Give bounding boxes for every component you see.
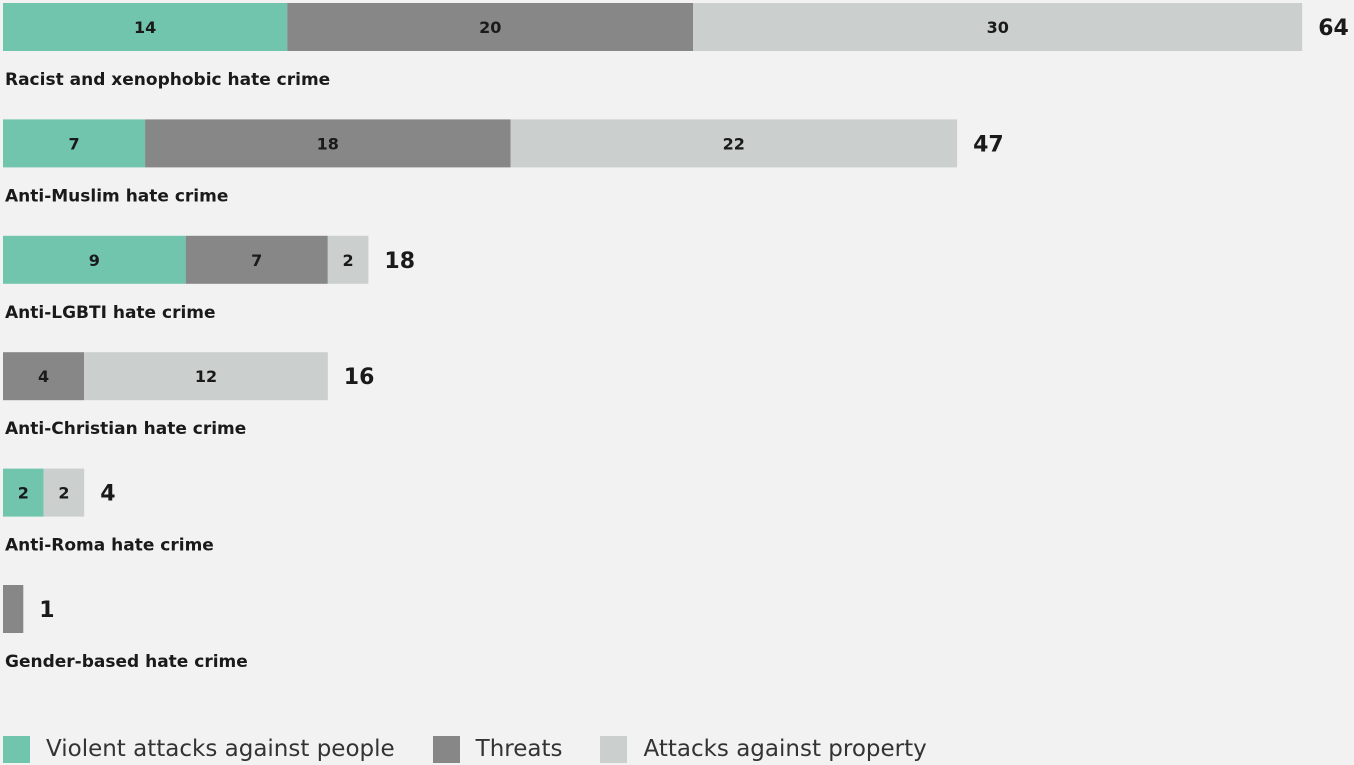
legend-label-property: Attacks against property xyxy=(643,736,927,762)
segment-value-label: 22 xyxy=(723,134,745,153)
legend-swatch-violent xyxy=(3,735,30,763)
bar-segment-threats-anti-muslim-hate-crime xyxy=(145,119,511,168)
legend-item-violent: Violent attacks against people xyxy=(3,735,395,763)
bar-segment-violent-racist-and-xenophobic-hate-crime xyxy=(3,3,288,51)
bar-segment-violent-anti-roma-hate-crime xyxy=(3,468,44,517)
legend-item-property: Attacks against property xyxy=(600,735,927,763)
total-value-label: 1 xyxy=(39,598,54,623)
bar-segment-threats-anti-christian-hate-crime xyxy=(3,352,85,401)
segment-value-label: 9 xyxy=(89,251,100,270)
total-value-label: 64 xyxy=(1318,16,1349,41)
bar-group-anti-muslim-hate-crime: 7 18 22 47 Anti-Muslim hate crime xyxy=(3,119,1004,206)
bar-segment-property-racist-and-xenophobic-hate-crime xyxy=(693,3,1303,51)
segment-value-label: 20 xyxy=(479,18,501,37)
segment-value-label: 2 xyxy=(343,251,354,270)
legend-label-violent: Violent attacks against people xyxy=(46,736,395,762)
category-label: Anti-Christian hate crime xyxy=(5,419,246,439)
bar-segment-threats-racist-and-xenophobic-hate-crime xyxy=(287,3,694,51)
bar-group-gender-based-hate-crime: 1 Gender-based hate crime xyxy=(3,585,248,672)
bar-segment-property-anti-christian-hate-crime xyxy=(84,352,328,401)
total-value-label: 16 xyxy=(344,365,375,390)
category-label: Anti-LGBTI hate crime xyxy=(5,303,216,323)
legend-swatch-threats xyxy=(432,735,460,763)
total-value-label: 18 xyxy=(384,249,415,274)
segment-value-label: 2 xyxy=(58,484,69,503)
bar-group-racist-and-xenophobic-hate-crime: 14 20 30 64 Racist and xenophobic hate crime xyxy=(3,3,1349,90)
category-label: Anti-Roma hate crime xyxy=(5,536,214,556)
bar-group-anti-lgbti-hate-crime: 9 7 2 18 Anti-LGBTI hate crime xyxy=(3,235,415,323)
bar-segment-threats-gender-based-hate-crime xyxy=(3,585,24,633)
bar-segment-property-anti-lgbti-hate-crime xyxy=(327,235,369,284)
legend-item-threats: Threats xyxy=(432,735,563,763)
bar-segment-violent-anti-muslim-hate-crime xyxy=(3,119,146,168)
category-label: Anti-Muslim hate crime xyxy=(5,186,228,206)
total-value-label: 47 xyxy=(973,132,1004,157)
legend-label-threats: Threats xyxy=(475,736,563,762)
bar-group-anti-roma-hate-crime: 2 2 4 Anti-Roma hate crime xyxy=(3,468,214,556)
bar-segment-threats-anti-lgbti-hate-crime xyxy=(185,235,328,284)
segment-value-label: 18 xyxy=(317,134,339,153)
segment-value-label: 2 xyxy=(18,484,29,503)
segment-value-label: 7 xyxy=(251,251,262,270)
category-label: Gender-based hate crime xyxy=(5,652,248,672)
bar-segment-property-anti-roma-hate-crime xyxy=(43,468,85,517)
bar-group-anti-christian-hate-crime: 4 12 16 Anti-Christian hate crime xyxy=(3,352,374,439)
segment-value-label: 12 xyxy=(195,367,217,386)
bar-segment-property-anti-muslim-hate-crime xyxy=(510,119,958,168)
category-label: Racist and xenophobic hate crime xyxy=(5,70,330,90)
segment-value-label: 30 xyxy=(987,18,1009,37)
legend-swatch-property xyxy=(600,735,628,763)
total-value-label: 4 xyxy=(100,482,115,507)
segment-value-label: 4 xyxy=(38,367,49,386)
segment-value-label: 7 xyxy=(68,134,79,153)
bar-segment-violent-anti-lgbti-hate-crime xyxy=(3,235,186,284)
chart-legend: Violent attacks against people Threats A… xyxy=(3,734,965,764)
segment-value-label: 14 xyxy=(134,18,156,37)
